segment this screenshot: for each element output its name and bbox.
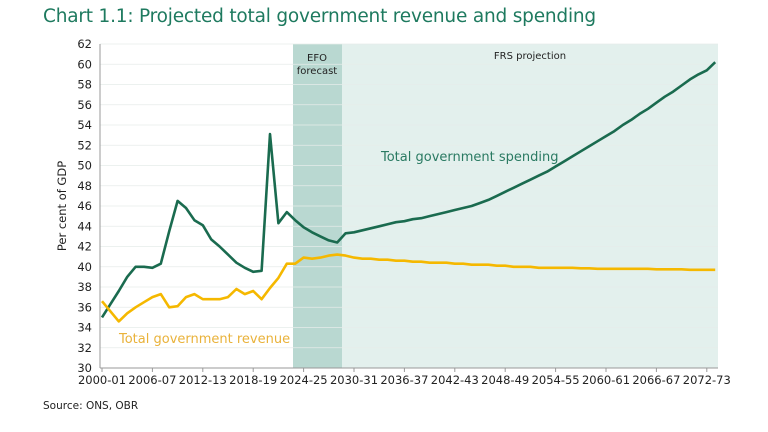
x-tick-label: 2018-19 [229, 373, 277, 387]
series-label-spending: Total government spending [380, 150, 559, 165]
band-label-frs: FRS projection [494, 51, 566, 62]
y-tick-label: 44 [77, 219, 92, 233]
x-tick-label: 2000-01 [78, 373, 126, 387]
x-tick-label: 2042-43 [431, 373, 479, 387]
x-tick-label: 2006-07 [128, 373, 176, 387]
x-tick-label: 2012-13 [179, 373, 227, 387]
y-tick-label: 46 [77, 199, 92, 213]
series-label-revenue: Total government revenue [118, 332, 290, 347]
y-tick-label: 36 [77, 300, 92, 314]
y-tick-label: 30 [77, 361, 92, 375]
y-tick-label: 48 [77, 179, 92, 193]
x-tick-label: 2036-37 [380, 373, 428, 387]
band-label-efo-line1: EFO [307, 53, 327, 64]
y-tick-label: 62 [77, 37, 92, 51]
chart-title: Chart 1.1: Projected total government re… [43, 6, 596, 27]
y-tick-label: 32 [77, 341, 92, 355]
x-tick-label: 2054-55 [532, 373, 580, 387]
source-note: Source: ONS, OBR [43, 400, 139, 412]
x-tick-label: 2072-73 [683, 373, 731, 387]
spending-line [100, 61, 717, 319]
y-tick-label: 60 [77, 57, 92, 71]
band-label-efo-line2: forecast [297, 66, 338, 77]
x-tick-label: 2024-25 [280, 373, 328, 387]
x-tick-label: 2066-67 [632, 373, 680, 387]
y-tick-label: 50 [77, 159, 92, 173]
revenue-line [101, 253, 716, 323]
y-tick-label: 54 [77, 118, 92, 132]
y-tick-label: 42 [77, 240, 92, 254]
x-tick-label: 2060-61 [582, 373, 630, 387]
x-tick-label: 2048-49 [481, 373, 529, 387]
y-tick-label: 38 [77, 280, 92, 294]
x-tick-label: 2030-31 [330, 373, 378, 387]
y-tick-label: 58 [77, 78, 92, 92]
y-tick-label: 52 [77, 138, 92, 152]
y-tick-label: 56 [77, 98, 92, 112]
y-tick-label: 34 [77, 321, 92, 335]
y-tick-label: 40 [77, 260, 92, 274]
y-axis-label: Per cent of GDP [55, 161, 69, 251]
